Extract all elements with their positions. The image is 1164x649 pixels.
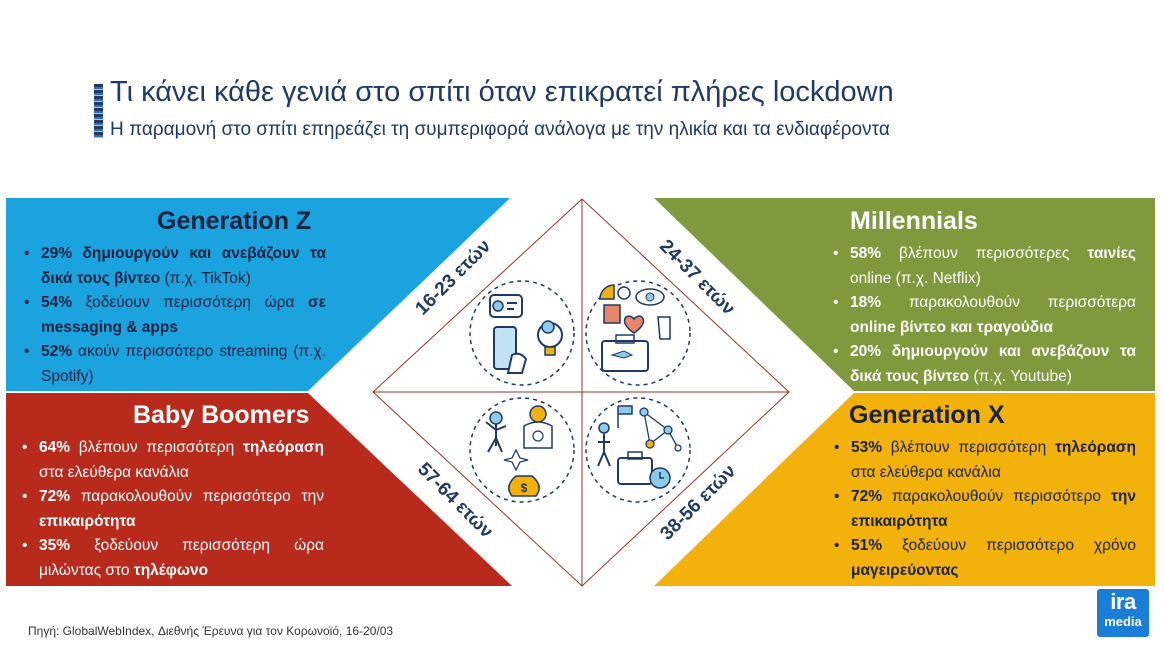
list-item: 52% ακούν περισσότερο streaming (π.χ. Sp… (24, 340, 326, 389)
list-item: 53% βλέπουν περισσότερη τηλεόραση στα ελ… (834, 436, 1136, 485)
list-item: 54% ξοδεύουν περισσότερη ώρα σε messagin… (24, 291, 326, 340)
list-item: 35% ξοδεύουν περισσότερη ώρα μιλώντας στ… (22, 534, 324, 583)
ira-media-logo: ira media (1097, 589, 1149, 637)
list-item: 64% βλέπουν περισσότερη τηλεόραση στα ελ… (22, 436, 324, 485)
page-title: Τι κάνει κάθε γενιά στο σπίτι όταν επικρ… (110, 76, 894, 108)
millennials-title: Millennials (850, 207, 978, 235)
list-item: 29% δημιουργούν και ανεβάζουν τα δικά το… (24, 242, 326, 291)
boomers-list: 64% βλέπουν περισσότερη τηλεόραση στα ελ… (22, 436, 324, 583)
list-item: 18% παρακολουθούν περισσότερα online βίν… (833, 291, 1136, 340)
millennials-list: 58% βλέπουν περισσότερες ταινίες online … (833, 242, 1136, 389)
messaging-and-smartphone-icon (469, 280, 575, 386)
title-accent-bar (94, 84, 103, 138)
svg-text:$: $ (521, 481, 528, 495)
family-and-money-icon: $ (469, 397, 575, 503)
list-item: 72% παρακολουθούν περισσότερο την επικαι… (834, 485, 1136, 534)
list-item: 72% παρακολουθούν περισσότερο την επικαι… (22, 485, 324, 534)
list-item: 58% βλέπουν περισσότερες ταινίες online … (833, 242, 1136, 291)
genz-list: 29% δημιουργούν και ανεβάζουν τα δικά το… (24, 242, 326, 389)
network-and-briefcase-icon (585, 397, 691, 503)
genx-title: Generation X (849, 401, 1005, 429)
page-subtitle: Η παραμονή στο σπίτι επηρεάζει τη συμπερ… (110, 119, 890, 140)
list-item: 51% ξοδεύουν περισσότερο χρόνο μαγειρεύο… (834, 534, 1136, 583)
genz-title: Generation Z (157, 207, 312, 235)
logo-bottom-text: media (1104, 614, 1142, 629)
list-item: 20% δημιουργούν και ανεβάζουν τα δικά το… (833, 340, 1136, 389)
genx-list: 53% βλέπουν περισσότερη τηλεόραση στα ελ… (834, 436, 1136, 583)
logo-top-text: ira (1110, 589, 1136, 614)
entertainment-and-travel-icon (585, 280, 691, 386)
source-note: Πηγή: GlobalWebIndex, Διεθνής Έρευνα για… (28, 624, 394, 638)
boomers-title: Baby Boomers (133, 401, 310, 429)
